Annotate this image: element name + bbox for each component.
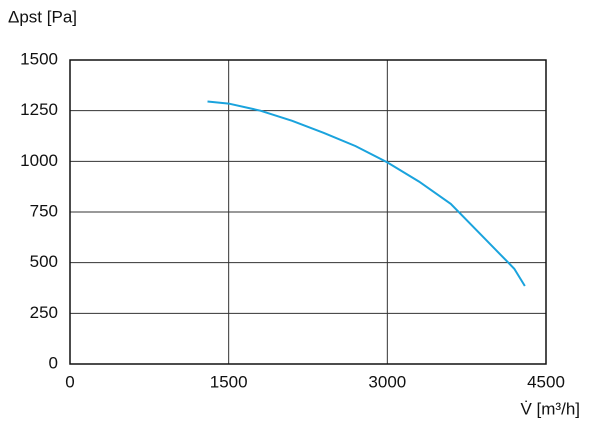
y-tick-label: 1000 [20,151,58,170]
y-tick-label: 1500 [20,49,58,68]
plot-frame [69,59,547,365]
y-tick-label: 250 [30,303,58,322]
y-axis-title: Δpst [Pa] [8,7,77,26]
y-tick-label: 1250 [20,100,58,119]
y-tick-label: 500 [30,252,58,271]
y-tick-label: 750 [30,201,58,220]
x-axis-title: V̇ [m³/h] [520,399,580,418]
x-tick-label: 3000 [368,372,406,391]
y-tick-label: 0 [49,353,58,372]
curve [207,100,526,287]
x-tick-label: 4500 [527,372,565,391]
x-tick-label: 0 [65,372,74,391]
x-tick-label: 1500 [210,372,248,391]
